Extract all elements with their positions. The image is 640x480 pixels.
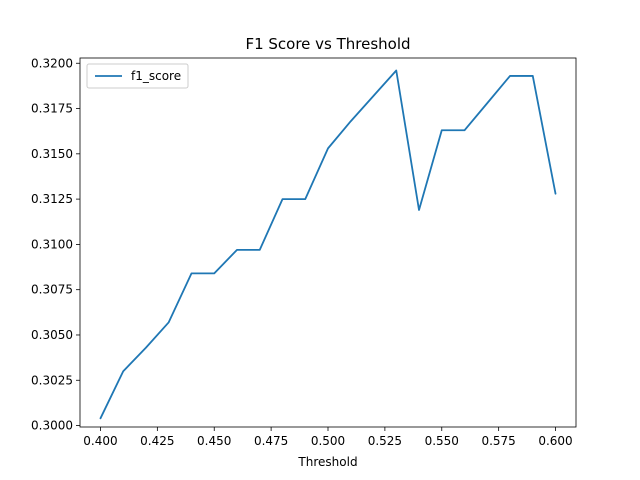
x-tick-label: 0.550 [425,434,459,448]
x-tick-label: 0.400 [83,434,117,448]
y-tick-label: 0.3200 [31,56,73,70]
x-tick-label: 0.500 [311,434,345,448]
y-tick-label: 0.3125 [31,192,73,206]
x-tick-label: 0.450 [197,434,231,448]
y-tick-label: 0.3175 [31,102,73,116]
y-tick-label: 0.3150 [31,147,73,161]
x-tick-label: 0.425 [140,434,174,448]
plot-frame [79,57,577,428]
x-tick-label: 0.525 [368,434,402,448]
y-tick-label: 0.3075 [31,283,73,297]
legend-box [86,63,189,89]
y-tick-label: 0.3050 [31,328,73,342]
y-tick-label: 0.3025 [31,373,73,387]
plot-area: 0.400 0.425 0.450 0.475 0.500 0.525 0.550 0.575… [31,56,577,448]
legend-label: f1_score [131,69,181,83]
chart-title: F1 Score vs Threshold [245,35,410,53]
x-tick-label: 0.475 [254,434,288,448]
x-tick-label: 0.575 [481,434,515,448]
y-tick-label: 0.3100 [31,237,73,251]
y-tick-label: 0.3000 [31,419,73,433]
x-axis-title: Threshold [297,455,357,469]
x-tick-label: 0.600 [538,434,572,448]
series-line-f1-score [99,69,557,420]
